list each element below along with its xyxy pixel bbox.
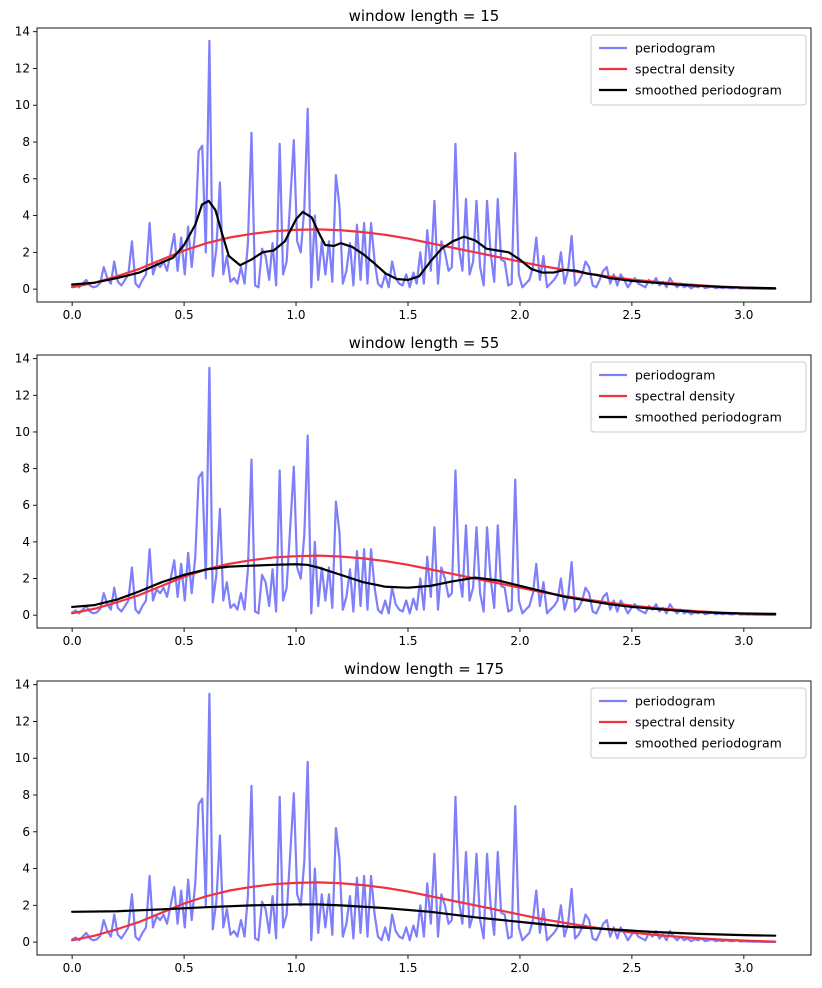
chart-title: window length = 55 [349, 334, 500, 352]
y-tick-label: 10 [15, 425, 30, 439]
legend-label: smoothed periodogram [635, 410, 782, 425]
x-tick-label: 1.0 [286, 308, 305, 322]
plot-area [71, 692, 777, 944]
x-tick-label: 2.5 [622, 961, 641, 975]
legend-label: spectral density [635, 389, 736, 404]
y-tick-label: 2 [22, 245, 30, 259]
x-tick-label: 0.5 [175, 308, 194, 322]
y-tick-label: 2 [22, 572, 30, 586]
axes-frame [36, 680, 812, 956]
y-tick-label: 8 [22, 135, 30, 149]
y-tick-label: 4 [22, 535, 30, 549]
legend-label: periodogram [635, 368, 715, 383]
x-tick-label: 0.5 [175, 961, 194, 975]
x-tick-label: 2.5 [622, 634, 641, 648]
y-tick-label: 6 [22, 498, 30, 512]
x-tick-label: 2.0 [510, 308, 529, 322]
x-tick-label: 0.5 [175, 634, 194, 648]
x-tick-label: 3.0 [734, 308, 753, 322]
legend-label: smoothed periodogram [635, 736, 782, 751]
series-line-smoothed-periodogram [71, 903, 777, 937]
chart-title: window length = 175 [344, 660, 504, 678]
legend-label: periodogram [635, 694, 715, 709]
x-tick-label: 2.5 [622, 308, 641, 322]
y-tick-label: 4 [22, 209, 30, 223]
y-tick-label: 12 [15, 714, 30, 728]
y-tick-label: 14 [15, 352, 30, 366]
legend: periodogram spectral density smoothed peri… [590, 34, 807, 106]
x-tick-label: 2.0 [510, 961, 529, 975]
x-tick-label: 1.5 [398, 634, 417, 648]
x-tick-label: 1.5 [398, 961, 417, 975]
legend-label: spectral density [635, 715, 736, 730]
legend-box [590, 34, 807, 106]
y-tick-label: 0 [22, 608, 30, 622]
legend-label: spectral density [635, 62, 736, 77]
chart-title: window length = 15 [349, 7, 500, 25]
y-tick-label: 8 [22, 788, 30, 802]
y-tick-label: 12 [15, 61, 30, 75]
y-tick-label: 0 [22, 935, 30, 949]
legend: periodogram spectral density smoothed peri… [590, 687, 807, 759]
plot-area [71, 366, 777, 617]
chart-panel-3: window length = 175 0.0 0.5 1.0 1.5 2.0 2.5 3.0… [15, 660, 812, 975]
x-tick-label: 1.5 [398, 308, 417, 322]
y-tick-label: 14 [15, 678, 30, 692]
x-tick-label: 1.0 [286, 634, 305, 648]
y-tick-label: 14 [15, 25, 30, 39]
x-tick-label: 3.0 [734, 961, 753, 975]
x-tick-label: 0.0 [63, 308, 82, 322]
x-tick-label: 0.0 [63, 961, 82, 975]
axes-frame [36, 27, 812, 303]
legend: periodogram spectral density smoothed peri… [590, 361, 807, 433]
y-tick-label: 10 [15, 98, 30, 112]
y-tick-label: 12 [15, 388, 30, 402]
y-tick-label: 6 [22, 172, 30, 186]
plot-area [71, 39, 777, 291]
y-tick-label: 0 [22, 282, 30, 296]
y-tick-label: 10 [15, 751, 30, 765]
legend-box [590, 687, 807, 759]
y-tick-label: 6 [22, 825, 30, 839]
axes-frame [36, 354, 812, 629]
legend-label: smoothed periodogram [635, 83, 782, 98]
y-tick-label: 2 [22, 898, 30, 912]
x-tick-label: 2.0 [510, 634, 529, 648]
y-tick-label: 8 [22, 462, 30, 476]
series-line-smoothed-periodogram [71, 563, 777, 615]
x-tick-label: 0.0 [63, 634, 82, 648]
chart-panel-1: window length = 15 0.0 0.5 1.0 1.5 2.0 2.5 3.0 0… [15, 7, 812, 322]
y-tick-label: 4 [22, 862, 30, 876]
chart-panel-2: window length = 55 0.0 0.5 1.0 1.5 2.0 2.5 3.0 0… [15, 334, 812, 648]
series-line-smoothed-periodogram [71, 199, 777, 290]
legend-label: periodogram [635, 41, 715, 56]
legend-box [590, 361, 807, 433]
series-line-spectral-density [71, 881, 777, 943]
x-tick-label: 3.0 [734, 634, 753, 648]
x-tick-label: 1.0 [286, 961, 305, 975]
